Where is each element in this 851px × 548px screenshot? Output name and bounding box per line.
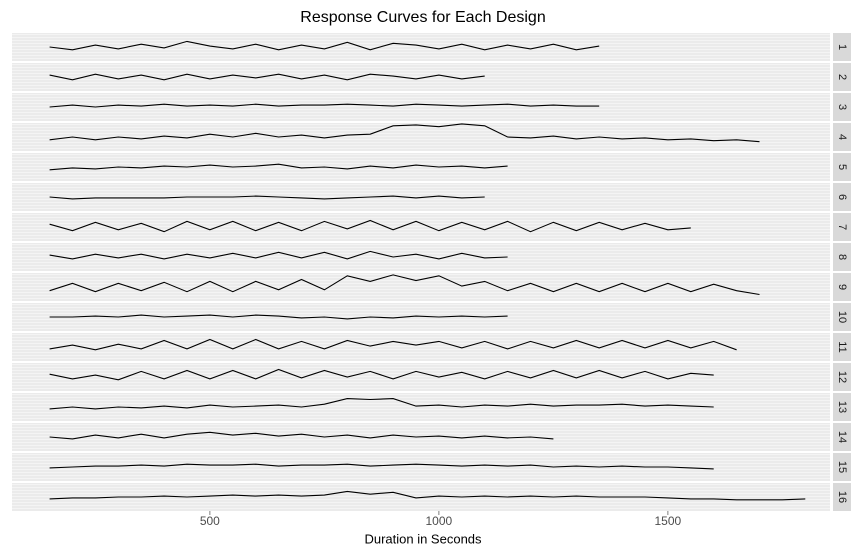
strip: [833, 183, 851, 211]
response-curve: [49, 250, 508, 260]
panel-background: [12, 243, 830, 271]
response-curve: [49, 431, 554, 440]
x-tick-label: 1500: [655, 514, 682, 528]
x-tick-label: 1000: [426, 514, 453, 528]
response-curve: [49, 195, 485, 200]
strip: [833, 33, 851, 61]
strip-label: 8: [836, 254, 848, 260]
strip-label: 12: [836, 371, 848, 383]
response-curve: [49, 338, 737, 351]
panel-background: [12, 33, 830, 61]
strip-label: 10: [836, 311, 848, 323]
strip: [833, 303, 851, 331]
strip: [833, 273, 851, 301]
panel-background: [12, 303, 830, 331]
panel-background: [12, 273, 830, 301]
strip-label: 2: [836, 74, 848, 80]
strip: [833, 243, 851, 271]
x-axis-title: Duration in Seconds: [364, 531, 482, 546]
strip-label: 16: [836, 491, 848, 503]
x-tick-label: 500: [200, 514, 220, 528]
strip: [833, 483, 851, 511]
chart-title: Response Curves for Each Design: [300, 9, 545, 26]
response-curve: [49, 73, 485, 81]
strip: [833, 153, 851, 181]
strip-label: 15: [836, 461, 848, 473]
strip-label: 4: [836, 134, 848, 140]
strip: [833, 213, 851, 241]
panel-background: [12, 213, 830, 241]
response-curve: [49, 163, 508, 171]
response-curve: [49, 398, 714, 410]
strip-label: 9: [836, 284, 848, 290]
panel-background: [12, 363, 830, 391]
strip-label: 5: [836, 164, 848, 170]
strip-label: 14: [836, 431, 848, 443]
response-curve: [49, 219, 691, 233]
response-curve: [49, 40, 600, 51]
response-curve: [49, 490, 806, 501]
response-curve: [49, 103, 600, 108]
strip: [833, 453, 851, 481]
response-curve: [49, 368, 714, 381]
strip: [833, 423, 851, 451]
strip-label: 1: [836, 44, 848, 50]
panel-background: [12, 153, 830, 181]
strip: [833, 333, 851, 361]
strip-label: 11: [836, 341, 848, 352]
response-curve: [49, 274, 760, 296]
strip-label: 6: [836, 194, 848, 200]
strip: [833, 393, 851, 421]
strip-label: 7: [836, 224, 848, 230]
panel-background: [12, 333, 830, 361]
panel-background: [12, 453, 830, 481]
panel-background: [12, 63, 830, 91]
response-curve: [49, 463, 714, 470]
strip: [833, 363, 851, 391]
strip-label: 13: [836, 401, 848, 413]
response-curve: [49, 123, 760, 143]
strip: [833, 63, 851, 91]
strip: [833, 123, 851, 151]
panel-background: [12, 123, 830, 151]
strip: [833, 93, 851, 121]
panel-background: [12, 93, 830, 121]
response-curve: [49, 314, 508, 320]
strip-label: 3: [836, 104, 848, 110]
